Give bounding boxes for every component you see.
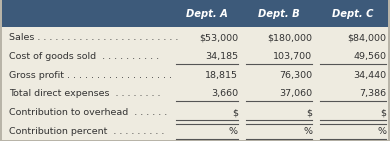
Text: 3,660: 3,660: [211, 89, 238, 98]
Text: 34,185: 34,185: [205, 52, 238, 61]
Text: 34,440: 34,440: [353, 71, 386, 80]
Text: Contribution percent  . . . . . . . . .: Contribution percent . . . . . . . . .: [9, 127, 164, 136]
Text: Dept. B: Dept. B: [258, 9, 300, 19]
Text: $53,000: $53,000: [199, 33, 238, 42]
Text: $180,000: $180,000: [267, 33, 312, 42]
Text: Total direct expenses  . . . . . . . .: Total direct expenses . . . . . . . .: [9, 89, 160, 98]
Text: 49,560: 49,560: [353, 52, 386, 61]
Text: $: $: [232, 108, 238, 117]
Text: $: $: [306, 108, 312, 117]
Text: Contribution to overhead  . . . . . .: Contribution to overhead . . . . . .: [9, 108, 167, 117]
Text: Dept. A: Dept. A: [186, 9, 228, 19]
Text: Sales . . . . . . . . . . . . . . . . . . . . . . . .: Sales . . . . . . . . . . . . . . . . . …: [9, 33, 178, 42]
Text: Dept. C: Dept. C: [332, 9, 374, 19]
Text: 18,815: 18,815: [205, 71, 238, 80]
Bar: [2, 0, 388, 27]
Text: Gross profit . . . . . . . . . . . . . . . . . .: Gross profit . . . . . . . . . . . . . .…: [9, 71, 172, 80]
Text: 7,386: 7,386: [359, 89, 386, 98]
Text: 103,700: 103,700: [273, 52, 312, 61]
Text: 76,300: 76,300: [279, 71, 312, 80]
Text: 37,060: 37,060: [279, 89, 312, 98]
Text: $: $: [380, 108, 386, 117]
Text: %: %: [303, 127, 312, 136]
Text: %: %: [229, 127, 238, 136]
Text: %: %: [377, 127, 386, 136]
Text: Cost of goods sold  . . . . . . . . . .: Cost of goods sold . . . . . . . . . .: [9, 52, 159, 61]
Text: $84,000: $84,000: [347, 33, 386, 42]
